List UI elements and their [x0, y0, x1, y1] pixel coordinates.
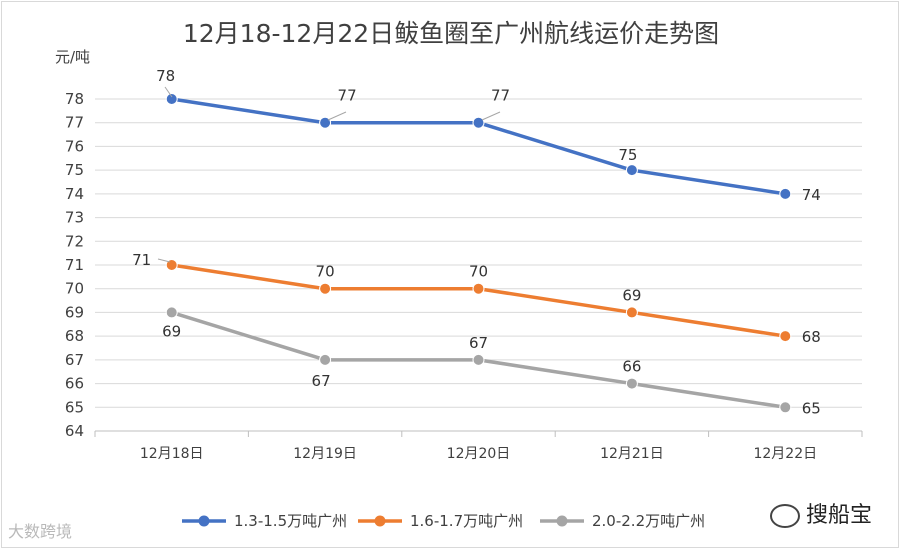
y-tick-label: 64 — [65, 422, 84, 440]
y-tick-label: 73 — [65, 209, 84, 227]
data-point — [165, 306, 178, 319]
data-label: 75 — [618, 146, 637, 164]
y-tick-label: 71 — [65, 256, 84, 274]
data-point — [472, 116, 485, 129]
y-axis-unit-label: 元/吨 — [55, 48, 91, 66]
watermark-right-text: 搜船宝 — [806, 503, 873, 528]
y-tick-label: 70 — [65, 280, 84, 298]
y-tick-label: 75 — [65, 161, 84, 179]
legend-label: 2.0-2.2万吨广州 — [592, 512, 705, 530]
data-point — [319, 353, 332, 366]
label-leader-line — [481, 111, 501, 121]
data-label: 65 — [802, 399, 821, 417]
data-point — [319, 282, 332, 295]
data-label: 70 — [469, 263, 488, 281]
y-tick-label: 76 — [65, 137, 84, 155]
label-leader-line — [164, 86, 173, 98]
watermark-right: 搜船宝 — [770, 497, 872, 529]
x-tick-label: 12月20日 — [447, 446, 511, 462]
y-tick-label: 77 — [65, 114, 84, 132]
data-label: 74 — [802, 186, 821, 204]
data-point — [625, 306, 638, 319]
data-label: 66 — [622, 358, 641, 376]
data-label: 67 — [469, 334, 488, 352]
legend-label: 1.6-1.7万吨广州 — [410, 512, 523, 530]
y-tick-label: 72 — [65, 232, 84, 250]
data-point — [165, 93, 178, 105]
data-point — [472, 353, 485, 366]
y-tick-label: 68 — [65, 327, 84, 345]
data-label: 69 — [622, 286, 641, 304]
data-label: 78 — [156, 67, 175, 85]
y-tick-label: 78 — [65, 90, 84, 108]
y-tick-label: 74 — [65, 185, 84, 203]
y-tick-label: 65 — [65, 398, 84, 416]
data-label: 67 — [312, 372, 331, 390]
watermark-left: 大数跨境 — [8, 522, 73, 541]
data-point — [472, 282, 485, 295]
chart-title: 12月18-12月22日鲅鱼圈至广州航线运价走势图 — [182, 19, 720, 48]
y-tick-label: 67 — [65, 351, 84, 369]
data-label: 70 — [316, 263, 335, 281]
data-label: 69 — [162, 322, 181, 340]
data-label: 77 — [338, 87, 357, 105]
data-label: 68 — [802, 328, 821, 346]
data-point — [319, 116, 332, 129]
data-label: 71 — [132, 251, 151, 269]
y-tick-label: 66 — [65, 375, 84, 393]
legend-marker — [374, 515, 386, 527]
x-tick-label: 12月22日 — [753, 446, 817, 462]
data-point — [779, 330, 792, 343]
data-point — [625, 377, 638, 390]
legend-label: 1.3-1.5万吨广州 — [234, 512, 347, 530]
data-point — [779, 187, 792, 200]
y-tick-label: 69 — [65, 303, 84, 321]
legend-marker — [198, 515, 210, 527]
x-tick-label: 12月19日 — [293, 446, 357, 462]
label-leader-line — [157, 258, 171, 263]
legend-marker — [556, 515, 568, 527]
data-label: 77 — [491, 87, 510, 105]
data-point — [625, 164, 638, 177]
x-tick-label: 12月18日 — [140, 446, 204, 462]
data-point — [779, 401, 792, 414]
wechat-icon — [770, 504, 800, 528]
label-leader-line — [327, 111, 347, 121]
x-tick-label: 12月21日 — [600, 446, 664, 462]
